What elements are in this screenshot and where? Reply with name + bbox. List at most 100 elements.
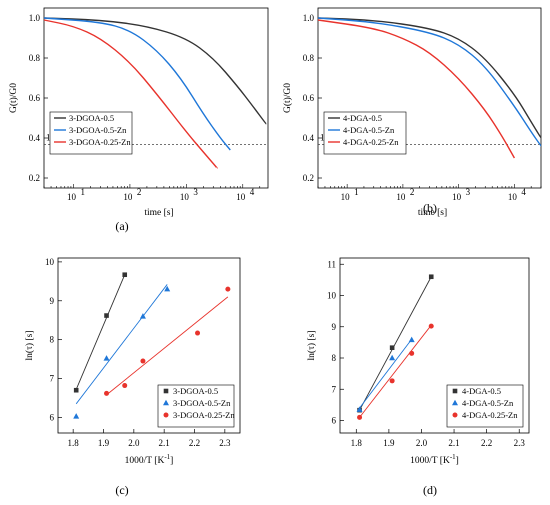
legend-label: 3-DGOA-0.5-Zn xyxy=(69,125,127,135)
x-tick-exponent: 2 xyxy=(410,187,415,197)
legend-label: 4-DGA-0.25-Zn xyxy=(462,410,518,420)
legend-label: 3-DGOA-0.25-Zn xyxy=(69,137,131,147)
x-tick-exponent: 3 xyxy=(466,187,471,197)
data-point xyxy=(389,345,395,350)
panel-caption: (d) xyxy=(423,483,437,497)
legend-label: 3-DGOA-0.5-Zn xyxy=(173,398,231,408)
data-point xyxy=(103,355,110,361)
x-tick-exponent: 1 xyxy=(81,187,86,197)
fit-line-4-DGA-0.5-Zn xyxy=(359,338,413,409)
x-tick-label: 10 xyxy=(341,192,351,202)
data-point xyxy=(408,336,415,343)
x-tick-exponent: 3 xyxy=(193,187,198,197)
data-point xyxy=(139,313,146,319)
y-tick-label: 0.6 xyxy=(29,93,41,103)
y-tick-label: 9 xyxy=(332,322,337,332)
data-point xyxy=(389,354,396,361)
x-tick-label: 2.1 xyxy=(159,438,170,448)
y-tick-label: 0.4 xyxy=(29,133,41,143)
series-line-4-DGA-0.5-Zn xyxy=(317,17,542,147)
x-tick-exponent: 1 xyxy=(354,187,359,197)
plot-frame xyxy=(43,7,269,189)
legend-marker xyxy=(163,412,169,418)
x-tick-label: 2.0 xyxy=(416,438,428,448)
y-tick-label: 8 xyxy=(50,335,55,345)
x-tick-label: 10 xyxy=(508,192,518,202)
x-axis-label-end: ] xyxy=(170,456,173,466)
data-point xyxy=(122,272,128,278)
legend-label: 4-DGA-0.5 xyxy=(343,113,382,123)
y-tick-label: 0.8 xyxy=(303,53,315,63)
fit-line-4-DGA-0.5 xyxy=(359,276,432,411)
legend-box xyxy=(446,384,524,428)
fit-line-3-DGOA-0.5-Zn xyxy=(75,284,168,405)
legend: 3-DGOA-0.5 3-DGOA-0.5-Zn 3-DGOA-0.25-Zn xyxy=(49,111,133,155)
legend: 4-DGA-0.5 4-DGA-0.5-Zn 4-DGA-0.25-Zn xyxy=(323,111,407,155)
x-axis-label-end: ] xyxy=(456,456,459,466)
legend-marker xyxy=(163,388,169,394)
data-point xyxy=(428,274,434,280)
data-point xyxy=(104,313,109,318)
y-axis-label: G(t)/G0 xyxy=(8,83,19,113)
legend-label: 4-DGA-0.5 xyxy=(462,386,501,396)
legend-marker xyxy=(163,399,169,406)
data-point xyxy=(73,413,80,419)
x-tick-label: 10 xyxy=(123,192,133,202)
y-tick-label: 10 xyxy=(45,257,55,267)
y-axis-label: ln(τ) [s] xyxy=(306,331,317,361)
x-tick-exponent: 2 xyxy=(137,187,142,197)
y-tick-label: 8 xyxy=(332,353,337,363)
x-tick-label: 1.8 xyxy=(351,438,363,448)
series-line-3-DGOA-0.25-Zn xyxy=(43,19,218,169)
panel-caption: (c) xyxy=(115,483,128,497)
x-tick-label: 10 xyxy=(180,192,190,202)
x-axis-label-sup: -1 xyxy=(450,453,456,461)
y-tick-label: 10 xyxy=(327,291,337,301)
y-tick-label: 0.8 xyxy=(29,53,41,63)
series-line-3-DGOA-0.5-Zn xyxy=(43,17,231,151)
x-tick-exponent: 4 xyxy=(521,187,526,197)
x-axis-label: time [s] xyxy=(144,208,173,218)
data-point xyxy=(225,286,231,292)
y-tick-label: 0.4 xyxy=(303,133,315,143)
y-tick-label: 7 xyxy=(50,374,55,384)
x-tick-label: 1.9 xyxy=(383,438,395,448)
x-tick-label: 10 xyxy=(236,192,246,202)
legend-label: 3-DGOA-0.25-Zn xyxy=(173,410,235,420)
plot-frame xyxy=(339,257,530,434)
data-point xyxy=(122,383,128,389)
legend-label: 4-DGA-0.5-Zn xyxy=(343,125,395,135)
y-tick-label: 0.2 xyxy=(303,173,314,183)
y-tick-label: 9 xyxy=(50,296,55,306)
x-axis-label: time [s] xyxy=(418,208,447,218)
y-tick-label: 0.6 xyxy=(303,93,315,103)
x-tick-label: 1.9 xyxy=(98,438,110,448)
panel-c: 6 7 8 9 10 1.8 1.9 2.0 2.1 2.2 2.3 1000/T [K-1] ln(τ… xyxy=(24,257,241,497)
x-tick-label: 2.2 xyxy=(481,438,492,448)
x-tick-label: 10 xyxy=(67,192,77,202)
x-tick-label: 2.3 xyxy=(514,438,526,448)
y-axis-label: ln(τ) [s] xyxy=(24,331,35,361)
data-point xyxy=(140,358,146,364)
data-point xyxy=(409,350,415,356)
x-axis-label-sup: -1 xyxy=(164,453,170,461)
plot-frame xyxy=(317,7,542,189)
panel-d: 6 7 8 9 10 11 1.8 1.9 2.0 2.1 2.2 2.3 1000/T [K-1] ln… xyxy=(306,257,530,497)
x-tick-label: 2.0 xyxy=(128,438,140,448)
x-tick-label: 2.1 xyxy=(448,438,459,448)
series-line-4-DGA-0.25-Zn xyxy=(317,19,516,159)
y-tick-label: 6 xyxy=(332,416,337,426)
y-tick-label: 7 xyxy=(332,384,337,394)
y-tick-label: 1.0 xyxy=(303,13,315,23)
data-point xyxy=(389,378,395,384)
data-point xyxy=(356,406,363,412)
fit-line-3-DGOA-0.25-Zn xyxy=(106,296,229,396)
panel-caption: (b) xyxy=(423,201,437,215)
fit-line-3-DGOA-0.5 xyxy=(75,274,126,390)
legend: 3-DGOA-0.5 3-DGOA-0.5-Zn 3-DGOA-0.25-Zn xyxy=(157,384,235,428)
series-line-3-DGOA-0.5 xyxy=(43,17,267,125)
legend-marker xyxy=(452,388,458,394)
